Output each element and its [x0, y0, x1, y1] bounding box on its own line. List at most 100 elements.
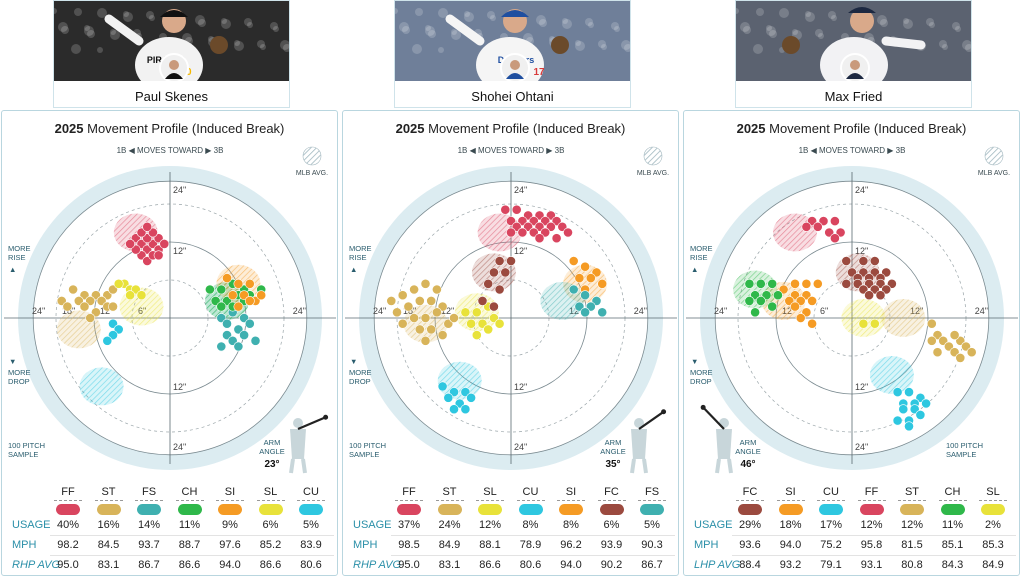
crowd-dot [611, 22, 619, 30]
crowd-dot [818, 33, 824, 39]
sample-label: SAMPLE [946, 450, 976, 459]
pitch-point-st [949, 330, 960, 340]
crowd-dot [123, 12, 133, 22]
pitch-point-ch [744, 295, 755, 306]
stat-row-usage: USAGE 29% 18% 17% 12% 12% 11% 2% [684, 519, 1019, 535]
pitch-color-swatch [819, 504, 843, 515]
avatar-face [169, 60, 179, 70]
stat-value-mph: 96.2 [560, 539, 582, 551]
crowd-dot [536, 15, 546, 25]
stat-value-avg: 90.2 [600, 559, 623, 571]
table-divider [391, 555, 675, 556]
pitch-point-ch [216, 301, 227, 312]
crowd-dot [54, 8, 57, 14]
stat-value-mph: 93.9 [600, 539, 623, 551]
down-arrow-icon: ▼ [691, 357, 698, 366]
arm-angle-value: 23° [264, 459, 279, 470]
row-label-mph: MPH [12, 539, 37, 551]
glove [551, 36, 569, 54]
title-text: Movement Profile (Induced Break) [424, 121, 626, 136]
crowd-dot [247, 22, 253, 28]
pitch-color-swatch [96, 504, 121, 515]
stat-value-mph: 93.6 [739, 539, 761, 551]
arm [445, 14, 485, 46]
stat-value-avg: 84.9 [982, 559, 1004, 571]
stat-value-mph: 95.8 [860, 539, 883, 551]
pitch-point-fc [488, 267, 499, 278]
pitch-abbr-underline [898, 500, 926, 501]
crowd-dot [585, 18, 593, 26]
pitch-point-sl [858, 318, 869, 329]
stat-value-usage: 8% [563, 519, 579, 531]
pitch-point-cu [904, 421, 914, 432]
sample-label: SAMPLE [8, 450, 38, 459]
more-rise-label: MORE [349, 244, 372, 253]
mlb-avg-label: MLB AVG. [296, 170, 328, 177]
arm [104, 14, 144, 46]
title-text: Movement Profile (Induced Break) [83, 121, 285, 136]
more-rise-label: RISE [690, 253, 708, 262]
row-label-usage: USAGE [694, 519, 733, 531]
stat-value-usage: 37% [397, 519, 421, 531]
crowd-dot [743, 26, 751, 34]
photo-graphic: Dodgers17 [395, 1, 630, 81]
pitch-abbr-underline [54, 500, 82, 501]
row-label-avg: LHP AVG [694, 559, 741, 571]
title-year: 2025 [736, 121, 766, 136]
photo-graphic: PIRATES30 [54, 1, 289, 81]
stat-value-usage: 5% [644, 519, 660, 531]
down-arrow-icon: ▼ [9, 357, 16, 366]
stat-value-usage: 11% [178, 519, 201, 531]
up-arrow-icon: ▲ [9, 265, 16, 274]
pitch-abbr: ST [101, 486, 116, 498]
pitch-point-st [426, 324, 437, 335]
title-year: 2025 [54, 121, 84, 136]
pitch-point-st [926, 318, 937, 329]
stat-value-avg: 86.7 [641, 559, 663, 571]
crowd-dot [123, 11, 129, 17]
ring-label-left-12: 12" [441, 306, 454, 316]
player-name: Shohei Ohtani [471, 89, 554, 104]
pitch-point-cu [460, 404, 471, 415]
pitch-point-cu [892, 415, 903, 426]
pitch-point-st [437, 330, 448, 340]
arm-angle-line [702, 406, 725, 430]
pitch-abbr-underline [979, 500, 1007, 501]
stat-row-avg: RHP AVG 95.0 83.1 86.6 80.6 94.0 90.2 86.7 [343, 559, 678, 575]
crowd-dot [962, 40, 971, 50]
pitch-point-ff [153, 250, 164, 261]
panel-title: 2025 Movement Profile (Induced Break) [343, 121, 678, 136]
pitch-abbr-underline [857, 500, 886, 501]
player-photo: Dodgers17 [395, 1, 630, 81]
player-photo [736, 1, 971, 81]
avg-zone-cu [79, 367, 124, 406]
pitch-point-sl [113, 278, 124, 289]
more-rise-label: MORE [690, 244, 713, 253]
crowd-dot [903, 18, 909, 24]
pitch-color-swatch [437, 504, 462, 515]
crowd-dot [270, 22, 278, 30]
crowd-dot [575, 41, 585, 51]
pitch-point-si [574, 273, 585, 283]
pitch-color-swatch [738, 504, 762, 515]
stat-value-avg: 80.6 [300, 559, 322, 571]
stat-value-mph: 78.9 [519, 539, 542, 551]
down-arrow-icon: ▼ [350, 357, 357, 366]
pitch-point-ch [216, 284, 227, 295]
pitch-color-swatch [258, 504, 283, 515]
stat-value-usage: 9% [222, 519, 238, 531]
crowd-dot [562, 18, 568, 24]
more-drop-label: DROP [690, 377, 712, 386]
crowd-dot [87, 30, 95, 38]
stat-value-avg: 84.3 [941, 559, 964, 571]
pitch-point-fc [858, 256, 869, 266]
ring-label-bottom-12: 12" [173, 382, 186, 392]
pitch-point-fs [568, 284, 579, 295]
pitch-point-cu [904, 387, 914, 397]
pitch-point-st [426, 295, 437, 306]
avg-zone-sl [841, 299, 886, 337]
pitch-point-fs [222, 318, 232, 329]
pitch-point-fs [580, 307, 590, 318]
pitch-point-fc [864, 290, 874, 301]
pitch-point-st [409, 284, 419, 295]
